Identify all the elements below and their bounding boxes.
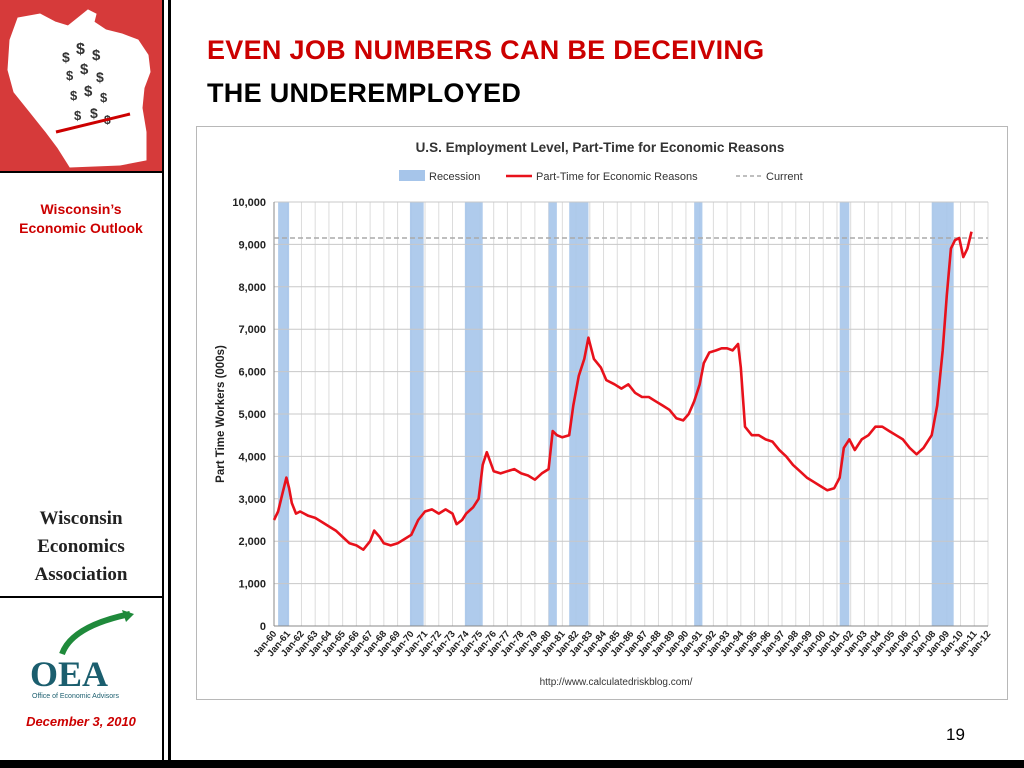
arrow-icon [122, 610, 134, 622]
legend-label-current: Current [766, 171, 803, 183]
chart-title: U.S. Employment Level, Part-Time for Eco… [416, 140, 785, 155]
y-tick-label: 7,000 [238, 324, 266, 336]
svg-text:$: $ [90, 105, 98, 121]
svg-text:$: $ [100, 90, 108, 105]
slide-title: EVEN JOB NUMBERS CAN BE DECEIVING [207, 35, 765, 65]
sidebar-divider [162, 0, 164, 760]
svg-text:$: $ [74, 108, 82, 123]
legend-label-series: Part-Time for Economic Reasons [536, 171, 698, 183]
sidebar-divider-outer [168, 0, 171, 760]
svg-text:$: $ [70, 88, 78, 103]
y-tick-label: 2,000 [238, 536, 266, 548]
y-tick-label: 1,000 [238, 579, 266, 591]
y-tick-label: 8,000 [238, 282, 266, 294]
chart-svg: U.S. Employment Level, Part-Time for Eco… [196, 126, 1008, 700]
oea-logo: OEA Office of Economic Advisors [22, 608, 142, 704]
svg-text:$: $ [66, 68, 74, 83]
legend-swatch-recession [399, 170, 425, 181]
oea-logo-subtext: Office of Economic Advisors [32, 693, 120, 700]
chart-source: http://www.calculatedriskblog.com/ [540, 677, 693, 688]
slide-subtitle: THE UNDEREMPLOYED [207, 78, 522, 108]
y-tick-label: 3,000 [238, 494, 266, 506]
page-number: 19 [946, 725, 965, 744]
sidebar-rule-top [0, 171, 164, 173]
y-tick-label: 0 [260, 621, 266, 633]
y-tick-label: 6,000 [238, 367, 266, 379]
wisconsin-map-icon: $ $ $ $ $ $ $ $ $ $ $ $ [7, 9, 151, 168]
wisconsin-map-panel: $ $ $ $ $ $ $ $ $ $ $ $ [0, 0, 162, 172]
y-tick-label: 4,000 [238, 451, 266, 463]
oea-logo-text: OEA [30, 654, 108, 694]
legend-label-recession: Recession [429, 171, 480, 183]
sidebar-rule-bottom [0, 596, 164, 598]
y-axis-label: Part Time Workers (000s) [215, 345, 227, 483]
chart-frame [196, 126, 1008, 700]
svg-text:$: $ [84, 83, 93, 100]
svg-text:$: $ [96, 69, 104, 85]
chart: U.S. Employment Level, Part-Time for Eco… [196, 126, 1008, 700]
economic-outlook-label: Wisconsin’s Economic Outlook [19, 201, 143, 236]
y-tick-label: 9,000 [238, 239, 266, 251]
y-tick-label: 10,000 [232, 197, 266, 209]
bottom-bar [0, 760, 1024, 768]
series-line-part-time [272, 231, 973, 551]
presentation-date: December 3, 2010 [26, 714, 136, 729]
trend-arrow-icon [55, 112, 131, 134]
svg-text:$: $ [92, 47, 101, 64]
association-label: Wisconsin Economics Association [34, 508, 128, 585]
svg-text:$: $ [80, 61, 89, 78]
y-tick-label: 5,000 [238, 409, 266, 421]
swoosh-icon [59, 611, 131, 656]
svg-text:$: $ [62, 49, 70, 65]
svg-text:$: $ [76, 41, 85, 58]
